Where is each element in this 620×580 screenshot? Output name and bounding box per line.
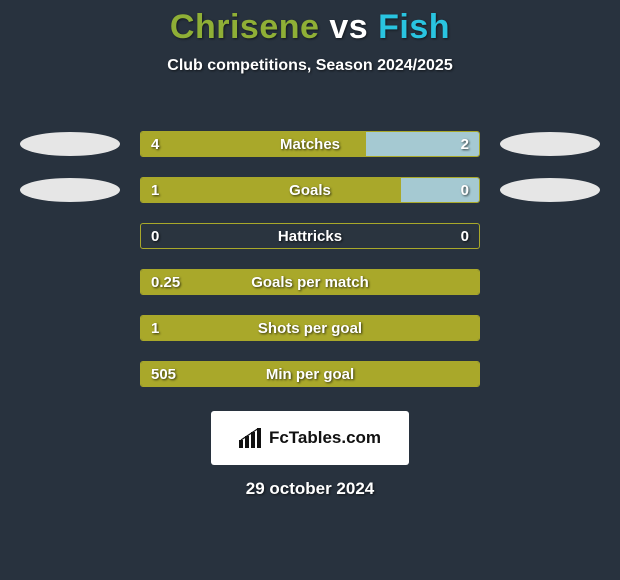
- stat-row: 10Goals: [0, 167, 620, 213]
- bar-chart-icon: [239, 428, 263, 448]
- player2-name: Fish: [378, 8, 450, 46]
- stat-value-right: 2: [451, 132, 479, 156]
- player1-badge: [20, 132, 120, 156]
- date: 29 october 2024: [0, 479, 620, 499]
- bar-fill-left: [141, 270, 479, 294]
- player1-name: Chrisene: [170, 8, 320, 46]
- stat-value-left: 0: [141, 224, 169, 248]
- stat-value-left: 4: [141, 132, 169, 156]
- stat-row: 0.25Goals per match: [0, 259, 620, 305]
- stat-row: 505Min per goal: [0, 351, 620, 397]
- stat-bar: 10Goals: [140, 177, 480, 203]
- left-badge-holder: [10, 132, 130, 156]
- stat-value-right: [459, 270, 479, 294]
- stat-row: 0 0Hattricks: [0, 213, 620, 259]
- logo-text: FcTables.com: [269, 428, 381, 448]
- stats-rows: 42Matches10Goals00Hattricks0.25Goals per…: [0, 121, 620, 397]
- stat-row: 1Shots per goal: [0, 305, 620, 351]
- stat-bar: 1Shots per goal: [140, 315, 480, 341]
- left-badge-holder: [10, 178, 130, 202]
- stat-value-right: 0: [451, 178, 479, 202]
- stat-value-left: 0.25: [141, 270, 190, 294]
- stat-label: Hattricks: [141, 224, 479, 248]
- stat-bar: 505Min per goal: [140, 361, 480, 387]
- stat-row: 42Matches: [0, 121, 620, 167]
- stat-value-left: 1: [141, 178, 169, 202]
- bar-fill-left: [141, 178, 401, 202]
- bar-fill-left: [141, 132, 366, 156]
- stat-value-left: 505: [141, 362, 186, 386]
- player2-badge: [500, 132, 600, 156]
- right-badge-holder: [490, 178, 610, 202]
- stat-value-right: [459, 316, 479, 340]
- bar-fill-left: [141, 362, 479, 386]
- stat-bar: 0 0Hattricks: [140, 223, 480, 249]
- right-badge-holder: [490, 132, 610, 156]
- stat-bar: 42Matches: [140, 131, 480, 157]
- stat-bar: 0.25Goals per match: [140, 269, 480, 295]
- stat-value-right: 0: [451, 224, 479, 248]
- stat-value-right: [459, 362, 479, 386]
- site-logo: FcTables.com: [211, 411, 409, 465]
- player2-badge: [500, 178, 600, 202]
- player1-badge: [20, 178, 120, 202]
- subtitle: Club competitions, Season 2024/2025: [0, 57, 620, 75]
- bar-fill-left: [141, 316, 479, 340]
- stat-value-left: 1: [141, 316, 169, 340]
- comparison-title: Chrisene vs Fish: [0, 0, 620, 47]
- vs-text: vs: [329, 8, 368, 46]
